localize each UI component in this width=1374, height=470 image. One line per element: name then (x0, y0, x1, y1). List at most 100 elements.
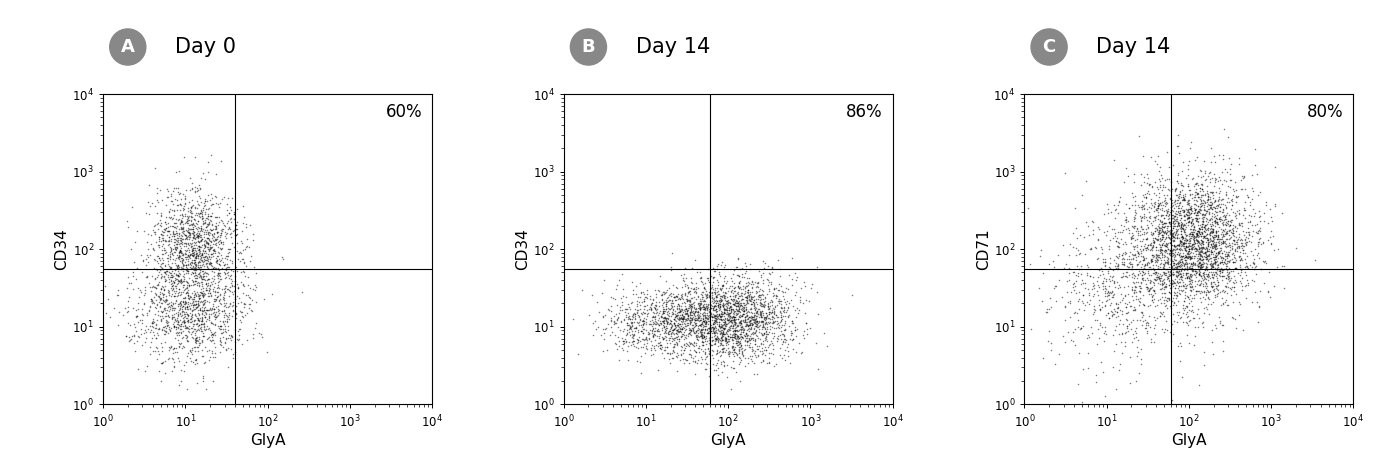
Point (176, 235, 198, 243)
Point (1189, 271, 1210, 279)
Point (720, 303, 742, 310)
Point (680, 302, 702, 310)
Point (1191, 237, 1213, 244)
Point (185, 339, 207, 346)
Point (1149, 280, 1171, 288)
Point (607, 323, 629, 331)
Point (188, 317, 210, 325)
Point (1098, 288, 1120, 295)
Point (754, 330, 776, 337)
Point (209, 291, 231, 299)
Point (1162, 213, 1184, 221)
Point (1187, 287, 1209, 295)
Point (1184, 277, 1206, 285)
Point (807, 366, 829, 373)
Point (741, 315, 763, 322)
Point (1204, 233, 1226, 241)
Point (675, 331, 697, 339)
Point (1215, 226, 1237, 233)
Point (159, 248, 181, 255)
Point (767, 256, 789, 264)
Point (1165, 208, 1187, 215)
Point (1197, 271, 1219, 278)
Point (721, 289, 743, 297)
Point (735, 321, 757, 328)
Point (676, 317, 698, 324)
Point (154, 277, 176, 284)
Point (668, 337, 690, 345)
Text: Day 0: Day 0 (174, 37, 236, 57)
Point (146, 252, 168, 260)
Point (1252, 239, 1274, 247)
Point (713, 294, 735, 301)
Point (719, 310, 741, 318)
Point (213, 317, 235, 325)
Point (709, 298, 731, 306)
Point (1254, 198, 1276, 205)
Point (1204, 253, 1226, 261)
Point (202, 269, 224, 276)
Point (705, 328, 727, 336)
Point (1160, 255, 1182, 263)
Point (1157, 258, 1179, 266)
Point (610, 295, 632, 302)
Point (183, 252, 205, 259)
Point (146, 265, 168, 273)
Point (1169, 233, 1191, 240)
Point (1226, 198, 1248, 205)
Point (1176, 275, 1198, 282)
Point (1136, 320, 1158, 327)
Point (1201, 229, 1223, 236)
Point (183, 306, 205, 313)
Point (627, 357, 649, 365)
Point (1153, 328, 1175, 336)
Point (708, 311, 730, 318)
Point (690, 320, 712, 328)
Point (187, 263, 209, 270)
Point (212, 258, 234, 266)
Point (772, 307, 794, 315)
Point (1164, 212, 1186, 219)
Point (1095, 275, 1117, 282)
Point (199, 259, 221, 267)
Point (698, 327, 720, 335)
Point (1208, 233, 1230, 241)
Point (1143, 238, 1165, 245)
Point (188, 311, 210, 319)
Point (714, 335, 736, 343)
Point (654, 309, 676, 317)
Point (1183, 226, 1205, 233)
Point (164, 224, 185, 231)
Point (1158, 276, 1180, 284)
Point (671, 283, 692, 291)
Point (611, 270, 633, 278)
Point (1157, 233, 1179, 241)
Point (1237, 194, 1259, 201)
Point (706, 318, 728, 325)
Point (151, 291, 173, 298)
Point (159, 250, 181, 257)
Point (690, 326, 712, 334)
Point (741, 335, 763, 342)
Point (699, 273, 721, 280)
Point (177, 270, 199, 277)
Point (216, 335, 238, 343)
Point (680, 294, 702, 302)
Point (1183, 294, 1205, 302)
Point (644, 321, 666, 328)
Point (673, 310, 695, 318)
Point (758, 354, 780, 361)
Point (1118, 353, 1140, 361)
Point (172, 298, 194, 306)
Point (1134, 173, 1156, 180)
Point (1143, 269, 1165, 277)
Point (161, 324, 183, 331)
Point (185, 333, 207, 341)
Point (1184, 245, 1206, 253)
Point (1204, 280, 1226, 287)
Point (1215, 216, 1237, 223)
Point (669, 313, 691, 321)
Point (807, 310, 829, 317)
Point (705, 293, 727, 301)
Point (162, 228, 184, 236)
